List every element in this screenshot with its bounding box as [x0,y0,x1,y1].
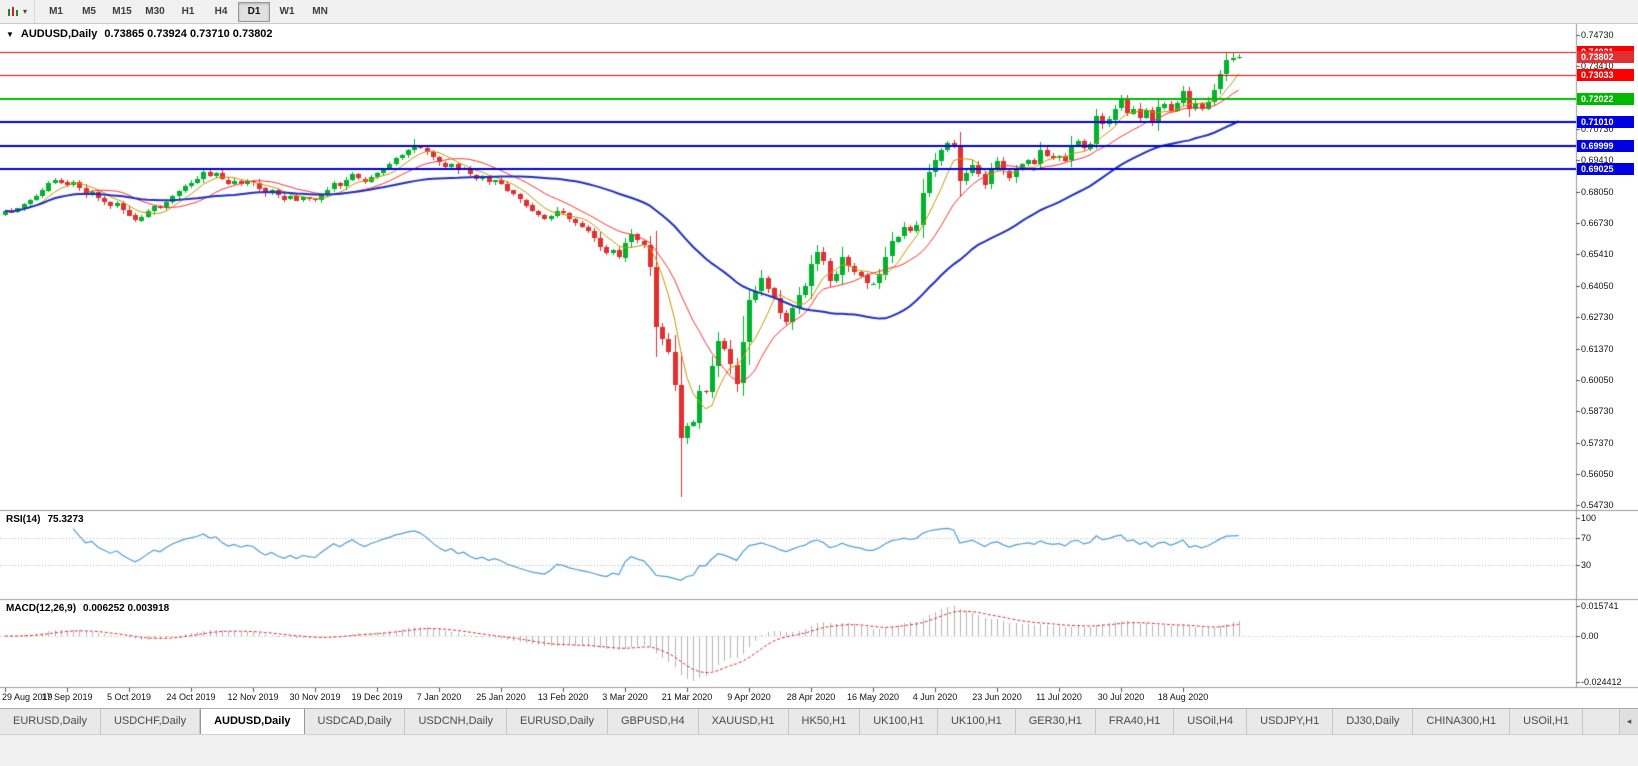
date-label: 21 Mar 2020 [661,692,713,702]
chart-tab-usdjpy-h1[interactable]: USDJPY,H1 [1247,709,1334,734]
chart-tab-eurusd-daily[interactable]: EURUSD,Daily [507,709,608,734]
date-label: 3 Mar 2020 [602,692,648,702]
toolbar: ▾ M1 M5 M15 M30 H1 H4 D1 W1 MN [0,0,1638,24]
price-tick-label: 0.65410 [1581,249,1614,259]
timeframe-button-m30[interactable]: M30 [145,6,165,17]
timeframe-button-h1[interactable]: H1 [181,6,195,17]
timeframe-button-m5[interactable]: M5 [82,6,96,17]
date-label: 17 Sep 2019 [41,692,93,702]
macd-tick-label: -0.024412 [1581,677,1622,687]
date-label: 25 Jan 2020 [476,692,526,702]
timeframe-button-m1[interactable]: M1 [49,6,63,17]
price-tick-label: 0.58730 [1581,406,1614,416]
price-tick-label: 0.64050 [1581,281,1614,291]
date-label: 19 Dec 2019 [351,692,403,702]
chart-tab-uk100-h1[interactable]: UK100,H1 [937,709,1016,734]
macd-tick-label: 0.00 [1581,631,1599,641]
chart-ohlc: 0.73865 0.73924 0.73710 0.73802 [104,28,273,40]
chart-tab-usdcad-daily[interactable]: USDCAD,Daily [304,709,406,734]
chart-tabs: EURUSD,Daily USDCHF,Daily AUDUSD,Daily USDC… [0,709,1619,734]
date-label: 23 Jun 2020 [972,692,1022,702]
date-label: 5 Oct 2019 [106,692,152,702]
macd-values: 0.006252 0.003918 [83,603,170,614]
price-tick-label: 0.73410 [1581,61,1614,71]
chart-tab-usoil-h4[interactable]: USOil,H4 [1174,709,1248,734]
chart-tab-ger30-h1[interactable]: GER30,H1 [1015,709,1096,734]
date-label: 11 Jul 2020 [1036,692,1082,702]
chart-tab-dj30-daily[interactable]: DJ30,Daily [1333,709,1414,734]
timeframe-button-h4[interactable]: H4 [214,6,228,17]
date-label: 7 Jan 2020 [416,692,462,702]
resistance-line-badge: 0.73033 [1577,69,1634,81]
chart-tab-fra40-h1[interactable]: FRA40,H1 [1095,709,1175,734]
tabbar: EURUSD,Daily USDCHF,Daily AUDUSD,Daily USDC… [0,708,1638,734]
tab-scroll-left-button[interactable]: ◂ [1619,709,1638,734]
date-label: 30 Jul 2020 [1097,692,1145,702]
support-line-badge: 0.69025 [1577,163,1634,175]
macd-label: MACD(12,26,9) 0.006252 0.003918 [6,603,176,614]
chart-symbol-title: AUDUSD,Daily [20,28,98,40]
chevron-down-icon: ▾ [23,7,28,16]
price-tick-label: 0.70730 [1581,124,1614,134]
rsi-tick-label: 100 [1581,513,1597,523]
chart-tab-uk100-h1[interactable]: UK100,H1 [860,709,938,734]
chart-tab-eurusd-daily[interactable]: EURUSD,Daily [0,709,101,734]
date-label: 4 Jun 2020 [912,692,958,702]
rsi-tick-label: 70 [1581,533,1592,543]
support-line-badge: 0.71010 [1577,116,1634,128]
chart-tab-hk50-h1[interactable]: HK50,H1 [788,709,861,734]
chart-tab-xauusd-h1[interactable]: XAUUSD,H1 [698,709,789,734]
date-label: 9 Apr 2020 [727,692,771,702]
support-line-badge: 0.69999 [1577,140,1634,152]
timeframe-button-d1[interactable]: D1 [238,1,271,22]
price-tick-label: 0.61370 [1581,344,1614,354]
statusbar [0,734,1638,766]
date-label: 12 Nov 2019 [227,692,279,702]
price-tick-label: 0.54730 [1581,500,1614,510]
price-tick-label: 0.74730 [1581,30,1614,40]
rsi-tick-label: 30 [1581,560,1592,570]
chart-tab-usdchf-daily[interactable]: USDCHF,Daily [100,709,201,734]
macd-name: MACD(12,26,9) [6,603,77,614]
date-label: 16 May 2020 [846,692,900,702]
chart-tab-usdcnh-daily[interactable]: USDCNH,Daily [405,709,508,734]
price-tick-label: 0.56050 [1581,469,1614,479]
chart-tab-gbpusd-h4[interactable]: GBPUSD,H4 [608,709,699,734]
date-label: 28 Apr 2020 [786,692,836,702]
rsi-name: RSI(14) [6,514,41,525]
timeframe-button-mn[interactable]: MN [312,6,328,17]
price-tick-label: 0.60050 [1581,375,1614,385]
date-label: 13 Feb 2020 [537,692,589,702]
date-label: 18 Aug 2020 [1157,692,1209,702]
price-tick-label: 0.69410 [1581,155,1614,165]
support-line-badge: 0.72022 [1577,93,1634,105]
timeframe-buttons: M1 M5 M15 M30 H1 H4 D1 W1 MN [35,0,336,23]
chart-title: ▼ AUDUSD,Daily 0.73865 0.73924 0.73710 0… [6,28,273,40]
current-price-badge: 0.73802 [1577,51,1634,63]
date-label: 24 Oct 2019 [166,692,216,702]
chart-menu-icon[interactable]: ▼ [6,29,14,39]
macd-tick-label: 0.015741 [1581,601,1619,611]
charts-dropdown-button[interactable]: ▾ [0,0,36,23]
chart-tab-china300-h1[interactable]: CHINA300,H1 [1413,709,1511,734]
rsi-label: RSI(14) 75.3273 [6,514,91,525]
timeframe-button-m15[interactable]: M15 [112,6,132,17]
chart-tab-audusd-daily[interactable]: AUDUSD,Daily [200,709,305,734]
chart-tab-usoil-h1[interactable]: USOil,H1 [1510,709,1583,734]
chart-icon [8,6,18,16]
price-tick-label: 0.57370 [1581,438,1614,448]
timeframe-button-w1[interactable]: W1 [279,6,295,17]
date-label: 30 Nov 2019 [289,692,341,702]
price-tick-label: 0.68050 [1581,187,1614,197]
price-tick-label: 0.62730 [1581,312,1614,322]
rsi-value: 75.3273 [47,514,84,525]
date-label: 29 Aug 2019 [2,692,53,702]
price-tick-label: 0.66730 [1581,218,1614,228]
